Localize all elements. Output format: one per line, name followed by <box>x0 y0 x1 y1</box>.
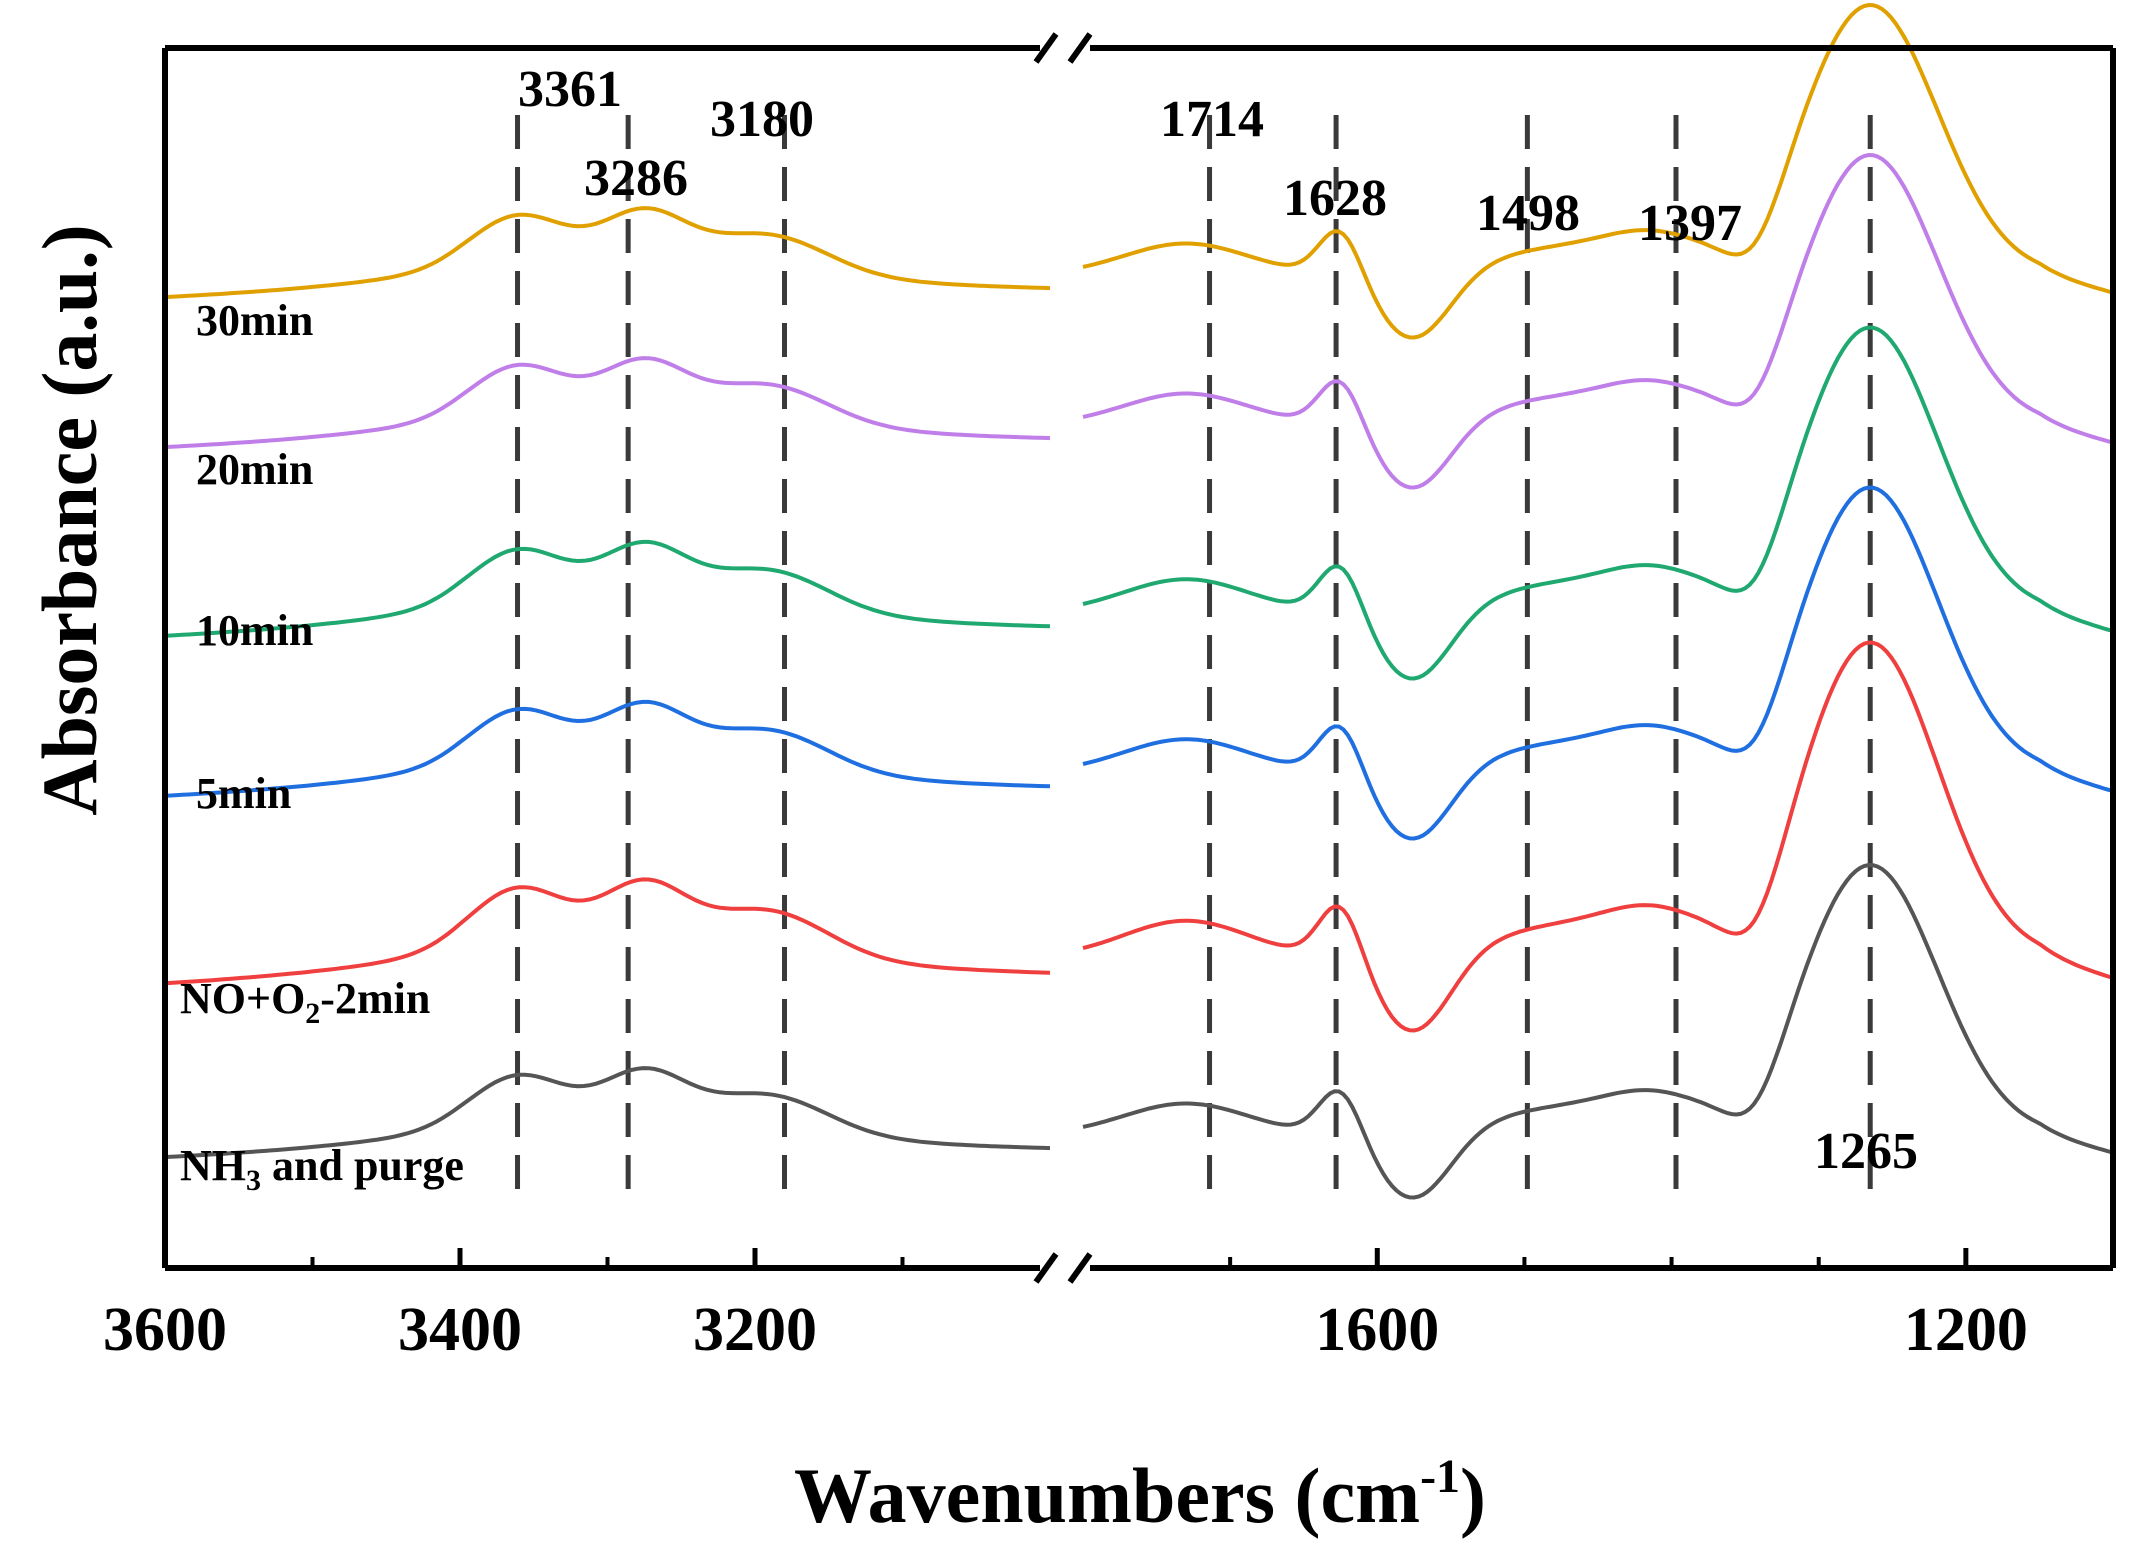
tick-label-3600: 3600 <box>103 1296 227 1364</box>
series-1-high-wavenumber-line <box>164 877 1051 986</box>
x-axis-ticks: 3600 3400 3200 1600 1200 <box>103 1248 2028 1364</box>
tick-label-3400: 3400 <box>398 1296 522 1364</box>
series-0-low-wavenumber-line <box>1082 862 2113 1200</box>
series-label-3: 10min <box>196 606 313 655</box>
peak-label-1498: 1498 <box>1476 185 1580 242</box>
series-label-0: NH3 and purge <box>180 1141 464 1197</box>
series-2-high-wavenumber-line <box>164 699 1051 798</box>
tick-label-1200: 1200 <box>1904 1296 2028 1364</box>
plot-frame <box>162 32 2116 1284</box>
axis-break-mark-1b <box>1067 1252 1093 1284</box>
series-label-1: NO+O2-2min <box>180 974 430 1030</box>
series-0-high-wavenumber-line <box>164 1066 1051 1160</box>
spectra-series <box>164 2 2113 1200</box>
peak-label-1265: 1265 <box>1814 1123 1918 1180</box>
series-3-high-wavenumber-line <box>164 539 1051 638</box>
series-1-low-wavenumber-line <box>1082 640 2113 1033</box>
tick-label-3200: 3200 <box>693 1296 817 1364</box>
series-labels: NH3 and purge NO+O2-2min 5min 10min 20min 30m… <box>180 296 464 1197</box>
series-4-high-wavenumber-line <box>164 356 1051 450</box>
peak-label-1714: 1714 <box>1160 91 1264 148</box>
series-2-low-wavenumber-line <box>1082 485 2113 841</box>
peak-label-3180: 3180 <box>710 91 814 148</box>
peak-label-3361: 3361 <box>518 61 622 118</box>
axis-break-mark-1a <box>1033 1252 1059 1284</box>
series-label-2: 5min <box>196 769 291 818</box>
series-label-4: 20min <box>196 445 313 494</box>
x-axis-title: Wavenumbers (cm-1) <box>794 1450 1486 1539</box>
series-3-low-wavenumber-line <box>1082 325 2113 681</box>
peak-guides <box>515 115 1873 1205</box>
series-5-low-wavenumber-line <box>1082 2 2113 340</box>
axis-break-mark-0a <box>1033 32 1059 64</box>
series-5-high-wavenumber-line <box>164 206 1051 300</box>
series-4-low-wavenumber-line <box>1082 152 2113 490</box>
axis-break-mark-0b <box>1067 32 1093 64</box>
tick-label-1600: 1600 <box>1315 1296 1439 1364</box>
series-label-5: 30min <box>196 296 313 345</box>
peak-label-3286: 3286 <box>584 150 688 207</box>
peak-label-1397: 1397 <box>1638 195 1742 252</box>
peak-labels: 3361 3286 3180 1714 1628 1498 1397 1265 <box>518 61 1918 1180</box>
peak-label-1628: 1628 <box>1283 170 1387 227</box>
y-axis-title: Absorbance (a.u.) <box>26 224 113 816</box>
